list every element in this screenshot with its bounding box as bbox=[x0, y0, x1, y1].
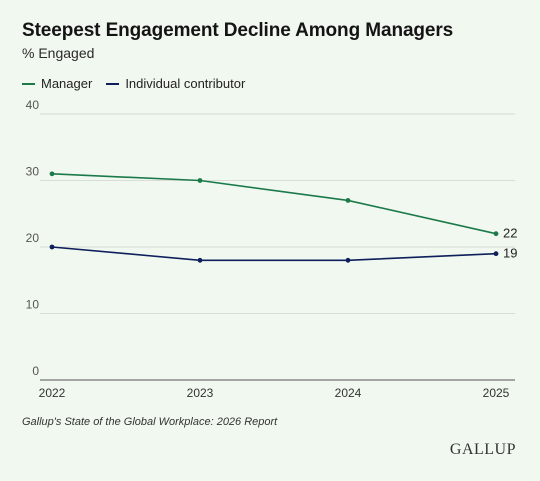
y-tick-label-10: 10 bbox=[26, 298, 40, 312]
legend-swatch-manager bbox=[22, 82, 35, 85]
x-tick-label-2024: 2024 bbox=[335, 386, 362, 400]
line-chart: 0 10 20 30 40 2022 2023 2024 2025 22 19 bbox=[26, 100, 518, 400]
chart-title: Steepest Engagement Decline Among Manage… bbox=[22, 20, 454, 41]
y-tick-label-30: 30 bbox=[26, 165, 40, 179]
x-tick-label-2023: 2023 bbox=[187, 386, 214, 400]
legend-item-manager: Manager bbox=[22, 76, 92, 91]
legend-label-individual-contributor: Individual contributor bbox=[125, 76, 246, 91]
data-point-manager-2022 bbox=[49, 171, 55, 177]
y-tick-label-0: 0 bbox=[32, 364, 39, 378]
series-line-manager bbox=[51, 173, 497, 235]
data-point-manager-2025 bbox=[493, 231, 499, 237]
x-tick-label-2025: 2025 bbox=[483, 386, 510, 400]
data-point-individual-contributor-2023 bbox=[197, 257, 203, 263]
x-tick-label-2022: 2022 bbox=[39, 386, 66, 400]
data-point-individual-contributor-2025 bbox=[493, 251, 499, 257]
gallup-logo: GALLUP bbox=[449, 441, 516, 458]
legend-swatch-individual-contributor bbox=[106, 82, 120, 85]
data-point-individual-contributor-2022 bbox=[49, 244, 55, 250]
end-label-manager: 22 bbox=[503, 226, 517, 241]
legend-item-individual-contributor: Individual contributor bbox=[106, 76, 245, 91]
source-note: Gallup's State of the Global Workplace: … bbox=[22, 416, 278, 428]
legend-label-manager: Manager bbox=[41, 76, 93, 91]
data-point-manager-2023 bbox=[197, 178, 203, 183]
data-point-manager-2024 bbox=[345, 198, 351, 203]
y-tick-label-40: 40 bbox=[26, 100, 40, 112]
y-tick-label-20: 20 bbox=[26, 231, 40, 245]
chart-subtitle: % Engaged bbox=[22, 45, 95, 61]
end-label-individual-contributor: 19 bbox=[503, 246, 517, 261]
series-line-individual-contributor bbox=[51, 246, 497, 262]
data-point-individual-contributor-2024 bbox=[345, 257, 351, 263]
legend: Manager Individual contributor bbox=[22, 76, 259, 91]
